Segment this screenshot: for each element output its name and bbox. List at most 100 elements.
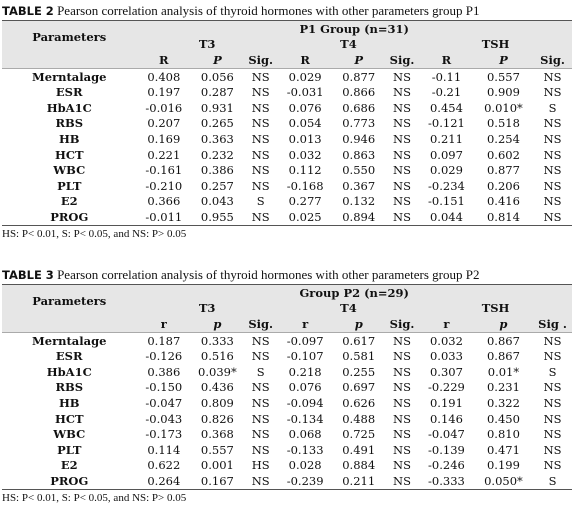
table-cell: 0.076 [288, 380, 322, 395]
table-cell: 0.471 [486, 442, 520, 457]
table-cell: NS [393, 116, 411, 131]
table-cell: NS [393, 194, 411, 209]
table-cell: -0.150 [145, 380, 183, 395]
header-cell: Group P2 (n=29) [136, 283, 572, 301]
table-cell: 0.863 [342, 147, 376, 162]
header-cell: r [419, 316, 474, 333]
table-cell: NS [251, 411, 270, 426]
table-cell: NS [543, 427, 562, 442]
table-row: Merntalage 0.408 0.056 NS 0.029 0.877 NS -0.11 0… [2, 68, 572, 84]
table-row: HCT 0.221 0.232 NS 0.032 0.863 NS 0.097 0.602 NS [2, 147, 572, 163]
header-cell: P [473, 52, 534, 69]
header-row: T3 T4 TSH [2, 300, 572, 317]
table-cell: HbA1C [46, 364, 92, 379]
table-label: TABLE 2 [2, 4, 54, 18]
table-cell: NS [393, 427, 411, 442]
table-cell: -0.126 [145, 349, 183, 364]
table-cell: HCT [54, 411, 84, 426]
table-cell: 0.725 [342, 427, 376, 442]
table-cell: NS [393, 333, 411, 348]
table-cell: 0.867 [486, 349, 520, 364]
header-cell: Sig. [243, 316, 278, 333]
header-cell: T4 [277, 36, 420, 53]
header-cell: Parameters [2, 284, 137, 317]
table-body: Merntalage 0.408 0.056 NS 0.029 0.877 NS -0.11 0… [2, 68, 572, 226]
header-cell [2, 316, 137, 333]
table-cell: NS [393, 100, 411, 115]
table-cell: 0.810 [486, 427, 520, 442]
table-cell: 0.884 [342, 458, 376, 473]
table-head: Parameters Group P2 (n=29) T3 T4 TSH r p Sig. r p… [2, 283, 572, 333]
header-cell [2, 52, 137, 69]
table-cell: S [256, 194, 265, 209]
header-cell: Parameters [2, 20, 137, 53]
table-cell: 0.043 [200, 194, 234, 209]
table-cell: 0.187 [147, 333, 181, 348]
table-cell: 0.557 [200, 442, 234, 457]
table-cell: S [256, 364, 265, 379]
table-cell: 0.516 [200, 349, 234, 364]
table-cell: 0.054 [288, 116, 322, 131]
table-cell: 0.076 [288, 100, 322, 115]
table-cell: NS [251, 69, 270, 84]
header-cell: P [332, 52, 385, 69]
table-cell: 0.050* [473, 473, 534, 490]
table-cell: 0.488 [342, 411, 376, 426]
table-cell: NS [251, 333, 270, 348]
table-row: E2 0.622 0.001 HS 0.028 0.884 NS -0.246 0.199 NS [2, 458, 572, 474]
data-table: Parameters P1 Group (n=31) T3 T4 TSH R P Sig. R P… [2, 19, 572, 226]
table-cell: NS [543, 395, 562, 410]
table-cell: 0.112 [288, 163, 322, 178]
table-cell: 0.386 [200, 163, 234, 178]
table-cell: 0.013 [288, 131, 322, 146]
table-cell: 0.368 [200, 427, 234, 442]
table-cell: -0.246 [428, 458, 465, 473]
table-cell: 0.333 [200, 333, 234, 348]
table-cell: -0.133 [286, 442, 324, 457]
table-cell: NS [533, 209, 572, 226]
footnote: HS: P< 0.01, S: P< 0.05, and NS: P> 0.05 [2, 227, 187, 240]
header-cell: R [419, 52, 474, 69]
table-cell: 0.366 [147, 194, 181, 209]
table-cell: 0.097 [429, 147, 463, 162]
table-cell: NS [543, 458, 562, 473]
table-cell: 0.264 [136, 473, 192, 490]
header-cell: T3 [136, 300, 278, 317]
table-cell: ESR [55, 85, 83, 100]
table-cell: 0.826 [200, 411, 234, 426]
table-cell: NS [251, 380, 270, 395]
table-row: WBC -0.161 0.386 NS 0.112 0.550 NS 0.029 0.877 NS [2, 162, 572, 178]
table-cell: -0.239 [277, 473, 333, 490]
table-cell: -0.134 [286, 411, 324, 426]
table-cell: 0.028 [288, 458, 322, 473]
header-cell: Sig . [533, 316, 572, 333]
table-cell: 0.550 [342, 163, 376, 178]
table-caption: TABLE 3 Pearson correlation analysis of … [2, 266, 572, 284]
table-cell: NS [251, 395, 270, 410]
table-cell: 0.206 [486, 178, 520, 193]
table-block: TABLE 3 Pearson correlation analysis of … [2, 266, 572, 506]
data-table: Parameters Group P2 (n=29) T3 T4 TSH r p Sig. r p… [2, 283, 572, 490]
table-cell: HB [58, 131, 80, 146]
table-cell: 0.307 [429, 364, 463, 379]
table-cell: 0.207 [147, 116, 181, 131]
table-cell: 0.257 [200, 178, 234, 193]
table-cell: NS [393, 85, 411, 100]
table-cell: RBS [55, 116, 84, 131]
table-cell: 0.132 [342, 194, 376, 209]
table-cell: -0.173 [145, 427, 183, 442]
table-cell: -0.168 [286, 178, 324, 193]
table-cell: WBC [53, 427, 86, 442]
caption-text: Pearson correlation analysis of thyroid … [57, 3, 480, 18]
table-row: HB 0.169 0.363 NS 0.013 0.946 NS 0.211 0.254 NS [2, 131, 572, 147]
table-cell: 0.146 [429, 411, 463, 426]
table-cell: HCT [54, 147, 84, 162]
table-cell: -0.139 [428, 442, 465, 457]
table-caption: TABLE 2 Pearson correlation analysis of … [2, 2, 572, 20]
table-label: TABLE 3 [2, 268, 54, 282]
table-head: Parameters P1 Group (n=31) T3 T4 TSH R P Sig. R P… [2, 19, 572, 69]
table-cell: 0.029 [288, 69, 322, 84]
table-block: TABLE 2 Pearson correlation analysis of … [2, 2, 572, 242]
table-cell: 0.686 [342, 100, 376, 115]
